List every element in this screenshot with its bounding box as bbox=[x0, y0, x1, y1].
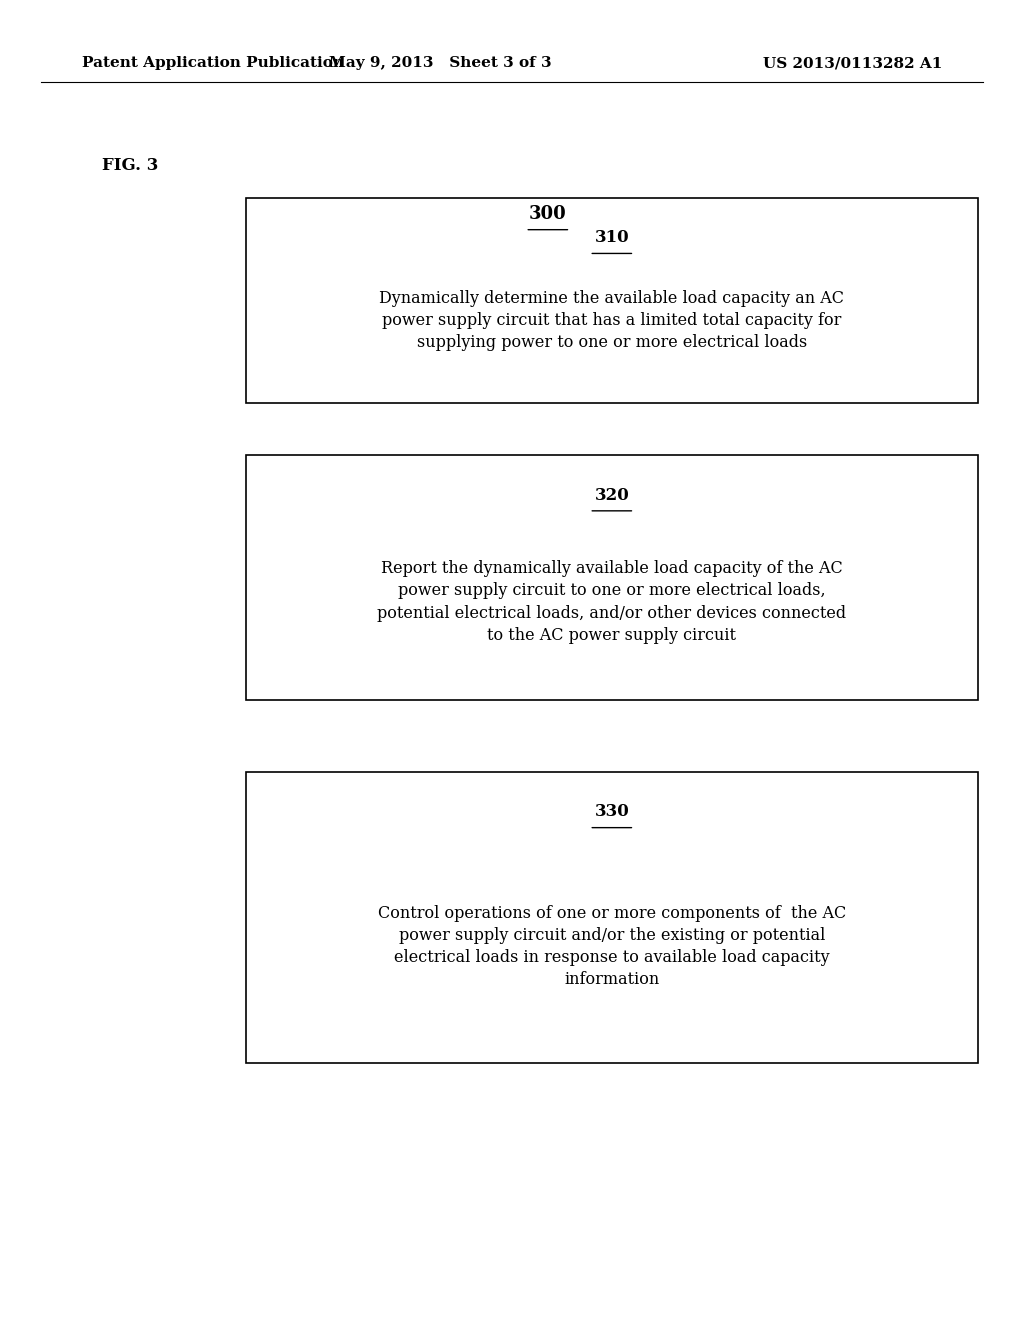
Text: 300: 300 bbox=[529, 205, 566, 223]
FancyBboxPatch shape bbox=[246, 772, 978, 1063]
Text: FIG. 3: FIG. 3 bbox=[102, 157, 159, 173]
FancyBboxPatch shape bbox=[246, 198, 978, 403]
Text: 310: 310 bbox=[595, 230, 629, 246]
Text: US 2013/0113282 A1: US 2013/0113282 A1 bbox=[763, 57, 942, 70]
Text: Report the dynamically available load capacity of the AC
power supply circuit to: Report the dynamically available load ca… bbox=[377, 560, 847, 644]
Text: Dynamically determine the available load capacity an AC
power supply circuit tha: Dynamically determine the available load… bbox=[379, 290, 845, 351]
Text: Control operations of one or more components of  the AC
power supply circuit and: Control operations of one or more compon… bbox=[378, 904, 846, 989]
Text: 330: 330 bbox=[595, 804, 629, 820]
Text: 320: 320 bbox=[595, 487, 629, 503]
FancyBboxPatch shape bbox=[246, 455, 978, 700]
Text: May 9, 2013   Sheet 3 of 3: May 9, 2013 Sheet 3 of 3 bbox=[329, 57, 552, 70]
Text: Patent Application Publication: Patent Application Publication bbox=[82, 57, 344, 70]
